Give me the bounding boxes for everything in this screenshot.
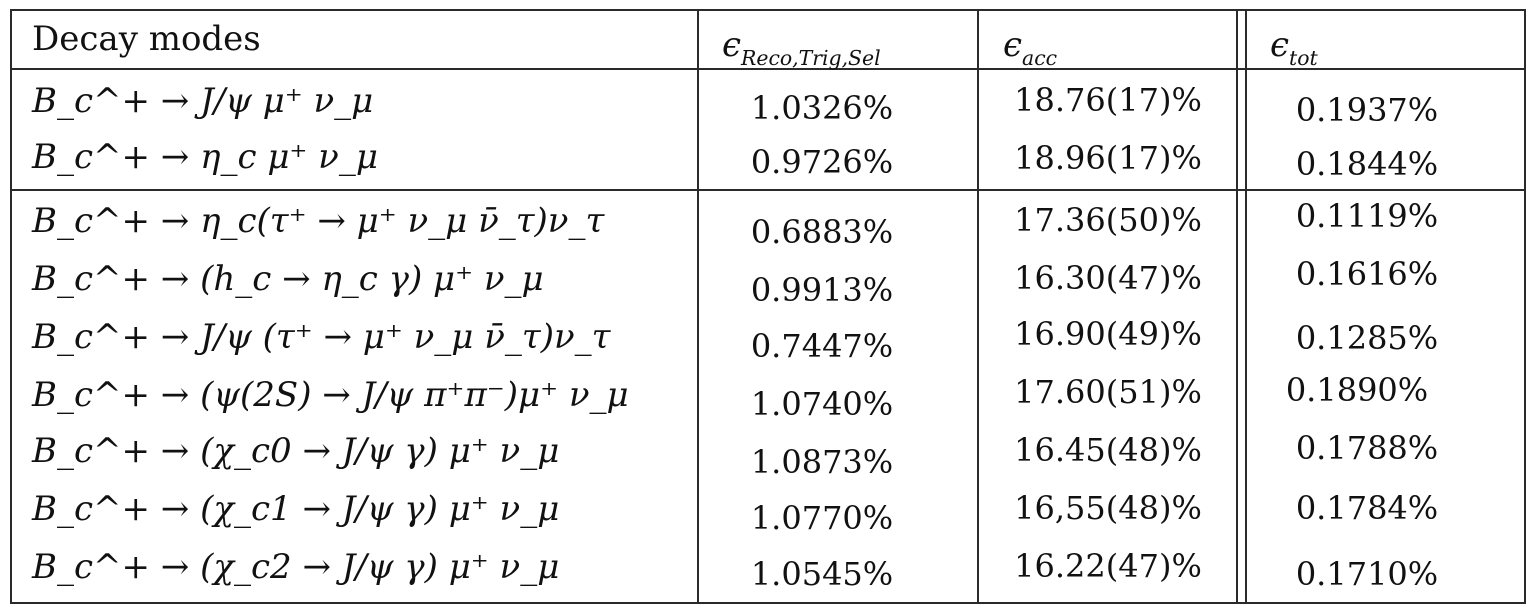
rule-col1 <box>697 9 699 604</box>
acc-row-6: 17.60(51)% <box>1014 373 1202 411</box>
rule-top <box>10 9 1526 11</box>
rule-right <box>1524 9 1526 604</box>
acc-row-9: 16.22(47)% <box>1014 547 1202 585</box>
tot-row-1: 0.1937% <box>1295 91 1439 129</box>
header-eff-acc-symbol: ϵ <box>1003 25 1023 65</box>
tot-row-5: 0.1285% <box>1295 319 1439 357</box>
rule-header <box>10 68 1526 70</box>
rule-col2 <box>977 9 979 604</box>
acc-row-5: 16.90(49)% <box>1014 315 1202 353</box>
reco-row-5: 0.7447% <box>750 327 894 365</box>
header-eff-reco-symbol: ϵ <box>722 25 742 65</box>
tot-row-2: 0.1844% <box>1295 145 1439 183</box>
tot-row-6: 0.1890% <box>1285 371 1429 409</box>
rule-col3a <box>1236 9 1238 604</box>
tot-row-3: 0.1119% <box>1295 197 1439 235</box>
reco-row-6: 1.0740% <box>750 385 894 423</box>
acc-row-3: 17.36(50)% <box>1014 201 1202 239</box>
rule-bottom <box>10 602 1526 604</box>
mode-row-1: B_c^+ → J/ψ μ⁺ ν_μ <box>32 81 374 121</box>
header-decay-modes: Decay modes <box>32 19 261 59</box>
mode-row-2: B_c^+ → η_c μ⁺ ν_μ <box>32 137 378 177</box>
tot-row-9: 0.1710% <box>1295 555 1439 593</box>
mode-row-9: B_c^+ → (χ_c2 → J/ψ γ) μ⁺ ν_μ <box>32 547 560 587</box>
header-eff-acc-subscript: acc <box>1022 46 1058 71</box>
rule-group <box>10 189 1526 191</box>
header-eff-reco-subscript: Reco,Trig,Sel <box>741 46 881 71</box>
reco-row-9: 1.0545% <box>750 555 894 593</box>
acc-row-2: 18.96(17)% <box>1014 139 1202 177</box>
reco-row-1: 1.0326% <box>750 89 894 127</box>
header-eff-tot-subscript: tot <box>1289 46 1318 71</box>
mode-row-7: B_c^+ → (χ_c0 → J/ψ γ) μ⁺ ν_μ <box>32 431 560 471</box>
reco-row-7: 1.0873% <box>750 443 894 481</box>
mode-row-6: B_c^+ → (ψ(2S) → J/ψ π⁺π⁻)μ⁺ ν_μ <box>32 375 629 415</box>
reco-row-4: 0.9913% <box>750 271 894 309</box>
header-eff-acc: ϵacc <box>1003 28 1057 69</box>
mode-row-3: B_c^+ → η_c(τ⁺ → μ⁺ ν_μ ν̄_τ)ν_τ <box>32 201 605 241</box>
acc-row-8: 16,55(48)% <box>1014 489 1202 527</box>
reco-row-2: 0.9726% <box>750 143 894 181</box>
tot-row-8: 0.1784% <box>1295 489 1439 527</box>
rule-left <box>10 9 12 604</box>
mode-row-8: B_c^+ → (χ_c1 → J/ψ γ) μ⁺ ν_μ <box>32 489 560 529</box>
tot-row-7: 0.1788% <box>1295 429 1439 467</box>
acc-row-4: 16.30(47)% <box>1014 259 1202 297</box>
acc-row-1: 18.76(17)% <box>1014 81 1202 119</box>
header-eff-tot-symbol: ϵ <box>1270 25 1290 65</box>
reco-row-8: 1.0770% <box>750 499 894 537</box>
mode-row-4: B_c^+ → (h_c → η_c γ) μ⁺ ν_μ <box>32 259 544 299</box>
mode-row-5: B_c^+ → J/ψ (τ⁺ → μ⁺ ν_μ ν̄_τ)ν_τ <box>32 317 611 357</box>
acc-row-7: 16.45(48)% <box>1014 431 1202 469</box>
header-eff-tot: ϵtot <box>1270 28 1318 69</box>
tot-row-4: 0.1616% <box>1295 255 1439 293</box>
header-eff-reco-trig-sel: ϵReco,Trig,Sel <box>722 28 881 69</box>
rule-col3b <box>1245 9 1247 604</box>
reco-row-3: 0.6883% <box>750 213 894 251</box>
